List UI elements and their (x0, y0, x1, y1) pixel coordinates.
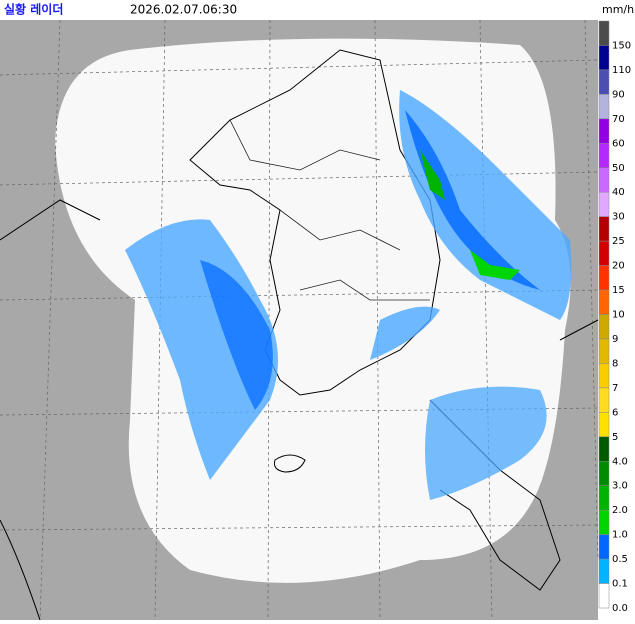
legend-label: 7 (612, 383, 618, 394)
legend-swatch (598, 387, 610, 413)
legend-label: 70 (612, 114, 625, 125)
legend-swatch (598, 461, 610, 486)
legend-swatch (598, 436, 610, 462)
legend-label: 6 (612, 407, 618, 418)
precipitation (125, 90, 572, 500)
legend-swatch (598, 338, 610, 364)
legend-swatch (598, 509, 610, 535)
legend-label: 90 (612, 89, 625, 100)
title: 실황 레이더 (4, 2, 63, 17)
legend-label: 40 (612, 187, 625, 198)
legend-label: 150 (612, 40, 631, 51)
legend-swatch (598, 167, 610, 193)
legend-swatch (598, 289, 610, 315)
legend-swatch (598, 412, 610, 438)
unit: mm/h (602, 3, 634, 16)
legend-label: 50 (612, 163, 625, 174)
legend-label: 15 (612, 285, 625, 296)
legend-label: 2.0 (612, 505, 628, 516)
legend-label: 9 (612, 334, 618, 345)
legend-label: 5 (612, 432, 618, 443)
legend-label: 8 (612, 358, 618, 369)
legend-label: 20 (612, 261, 625, 272)
timestamp: 2026.02.07.06:30 (130, 3, 237, 17)
map (0, 19, 599, 621)
legend-swatch (598, 240, 610, 266)
legend-swatch (598, 191, 610, 217)
legend-swatch (598, 118, 610, 144)
legend-swatch (598, 45, 610, 71)
legend-swatch (598, 20, 610, 46)
legend-swatch (598, 558, 610, 584)
legend-label: 0.0 (612, 603, 628, 614)
legend-swatch (598, 485, 610, 511)
legend-swatch (598, 363, 610, 389)
legend-swatch (598, 143, 610, 169)
legend-swatch (598, 265, 610, 291)
legend: 150 110 90 70 60 50 40 30 25 20 15 10 9 8 7 6 5 4.0 3.0 2.0… (598, 20, 631, 614)
legend-swatch (598, 216, 610, 242)
legend-label: 60 (612, 138, 625, 149)
legend-swatch (598, 534, 610, 560)
legend-label: 0.5 (612, 554, 628, 565)
legend-label: 110 (612, 65, 631, 76)
legend-label: 10 (612, 310, 625, 321)
coastline (0, 49, 599, 621)
legend-label: 3.0 (612, 481, 628, 492)
legend-swatch (598, 94, 610, 120)
legend-swatch (598, 583, 610, 609)
legend-label: 30 (612, 212, 625, 223)
legend-label: 0.1 (612, 579, 628, 590)
legend-label: 4.0 (612, 456, 628, 467)
legend-swatch (598, 314, 610, 340)
legend-label: 1.0 (612, 530, 628, 541)
legend-swatch (598, 69, 610, 95)
legend-label: 25 (612, 236, 625, 247)
